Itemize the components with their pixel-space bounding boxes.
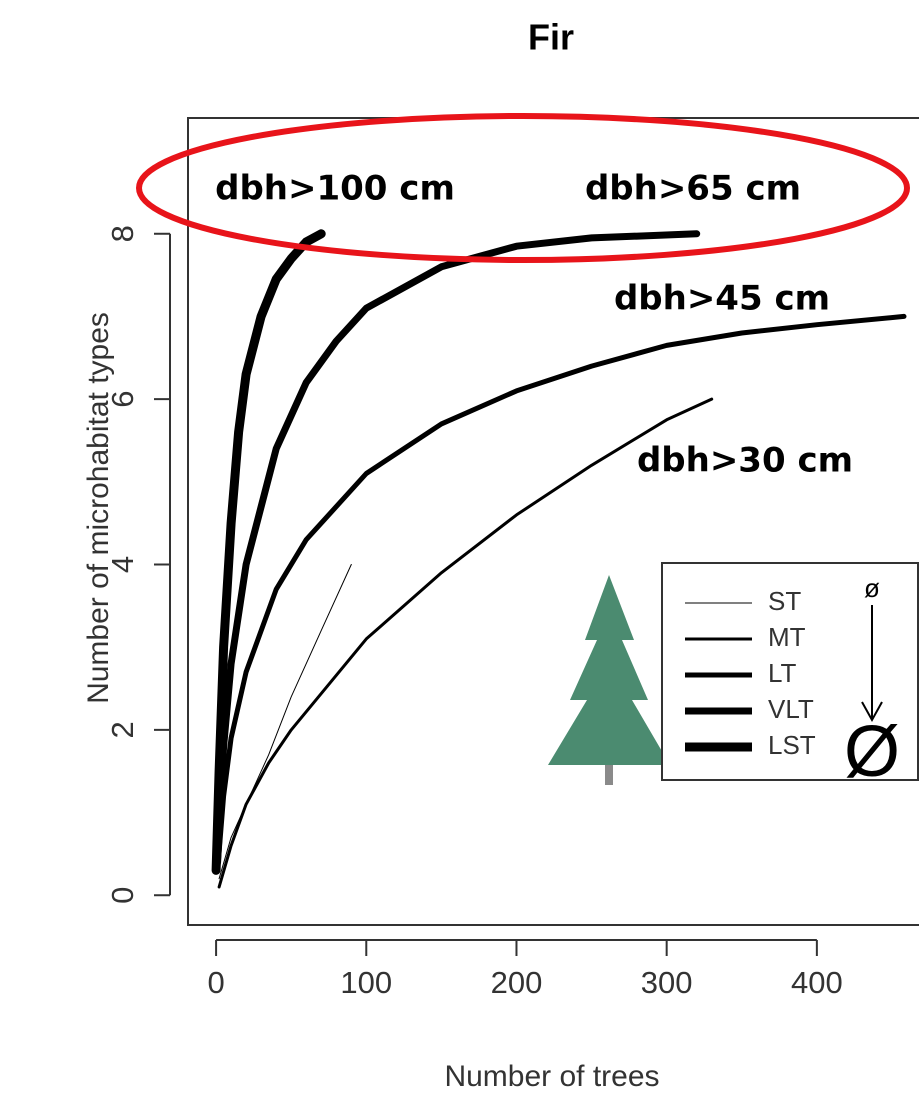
annotation: dbh>45 cm [614, 279, 830, 319]
size-small-label: ø [864, 573, 880, 603]
y-tick-label: 2 [105, 721, 140, 738]
legend-label: LST [768, 730, 816, 760]
legend-label: MT [768, 622, 806, 652]
series-line [217, 397, 714, 889]
series-line [211, 229, 326, 875]
x-tick-label: 100 [340, 965, 392, 1000]
size-arrowhead [861, 701, 883, 723]
y-tick-label: 6 [105, 391, 140, 408]
size-large-label: Ø [844, 712, 900, 792]
legend-label: LT [768, 658, 797, 688]
x-tick-label: 300 [641, 965, 693, 1000]
annotation: dbh>65 cm [585, 169, 801, 209]
highlight-ellipse [136, 113, 910, 263]
y-tick-label: 8 [105, 225, 140, 242]
y-tick-label: 4 [105, 556, 140, 573]
x-tick-label: 400 [791, 965, 843, 1000]
series-line [215, 313, 907, 873]
annotation: dbh>100 cm [215, 169, 455, 209]
annotation: dbh>30 cm [637, 441, 853, 481]
fir-tree-icon [548, 575, 670, 785]
legend-label: ST [768, 586, 801, 616]
y-axis-label: Number of microhabitat types [82, 312, 115, 704]
series-line [214, 230, 701, 866]
y-tick-label: 0 [105, 887, 140, 904]
x-axis-label: Number of trees [444, 1060, 659, 1093]
x-tick-label: 0 [207, 965, 224, 1000]
x-tick-label: 200 [491, 965, 543, 1000]
legend: ST MT LT VLT LST [685, 586, 816, 760]
series-layer [211, 229, 907, 889]
legend-label: VLT [768, 694, 814, 724]
series-line [218, 564, 352, 880]
chart-title: Fir [528, 17, 574, 58]
